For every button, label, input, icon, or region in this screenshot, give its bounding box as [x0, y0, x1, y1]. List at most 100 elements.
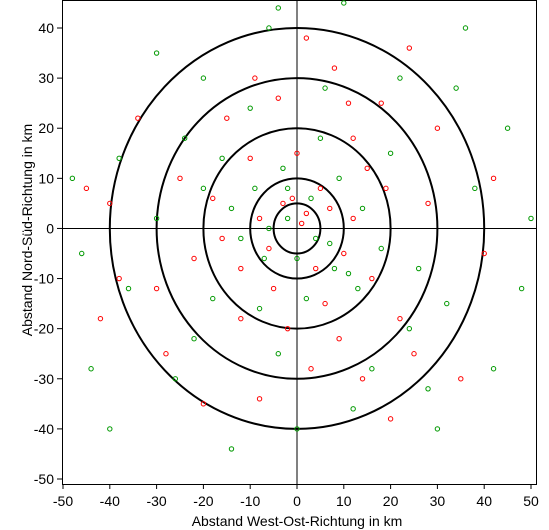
point-s0-45: [97, 315, 104, 322]
x-axis-title: Abstand West-Ost-Richtung in km: [192, 513, 403, 529]
point-s0-9: [284, 325, 291, 332]
point-s0-22: [266, 245, 272, 252]
y-tick-label: -10: [34, 271, 54, 287]
point-s0-14: [378, 100, 384, 106]
y-tick-label: -40: [34, 421, 54, 437]
point-s1-16: [125, 285, 132, 292]
point-s0-3: [256, 215, 263, 222]
point-s1-50: [294, 255, 300, 262]
point-s0-30: [83, 185, 90, 192]
x-tick-label: -30: [146, 493, 166, 509]
point-s0-2: [317, 185, 324, 192]
point-s1-7: [387, 150, 394, 156]
point-s1-56: [462, 25, 469, 31]
point-s0-20: [200, 401, 207, 407]
point-s1-39: [219, 155, 225, 161]
point-s1-52: [252, 185, 258, 192]
point-s1-28: [341, 0, 347, 6]
point-s0-1: [303, 210, 310, 217]
point-s1-23: [266, 25, 272, 31]
point-s1-2: [261, 255, 267, 262]
point-s1-58: [528, 215, 534, 222]
point-s1-17: [472, 185, 478, 192]
point-s1-11: [444, 300, 450, 307]
point-s1-3: [336, 175, 342, 182]
point-s1-34: [359, 205, 366, 212]
reference-lines: [63, 1, 536, 484]
x-tick-label: 20: [383, 493, 399, 509]
point-s0-16: [331, 65, 338, 71]
point-s0-8: [322, 300, 328, 307]
point-s1-51: [327, 240, 333, 247]
point-s1-27: [88, 366, 94, 372]
point-s0-42: [359, 376, 366, 382]
point-s1-40: [406, 325, 413, 332]
point-s1-6: [210, 295, 216, 302]
point-s0-52: [345, 100, 352, 106]
y-axis-ticks: -50 -40 -30 -20 -10 0 10 20 30 40: [34, 20, 63, 487]
plot-frame: [62, 0, 537, 485]
x-tick-label: -40: [100, 493, 120, 509]
point-s1-31: [280, 165, 286, 172]
point-s1-57: [275, 5, 281, 11]
point-s0-48: [327, 205, 333, 212]
point-s1-54: [490, 366, 497, 372]
point-s0-53: [252, 75, 258, 81]
x-tick-label: 50: [523, 493, 539, 509]
point-s1-47: [284, 215, 291, 222]
point-s1-49: [266, 225, 272, 232]
point-s0-47: [289, 195, 296, 202]
point-s1-22: [294, 426, 300, 432]
point-s1-37: [200, 185, 207, 192]
data-points: [69, 0, 534, 452]
point-s1-5: [355, 285, 361, 292]
point-s1-8: [181, 135, 188, 141]
point-s0-4: [341, 250, 347, 257]
x-tick-label: -50: [53, 493, 73, 509]
y-tick-label: 20: [38, 120, 54, 136]
point-s0-34: [369, 275, 375, 282]
point-s1-19: [397, 75, 403, 81]
point-s0-6: [364, 165, 370, 172]
point-s0-32: [350, 135, 356, 141]
point-s0-12: [425, 200, 431, 207]
point-s1-29: [228, 446, 235, 452]
point-s0-11: [177, 175, 183, 182]
point-s0-24: [350, 215, 356, 222]
point-s1-15: [369, 366, 375, 372]
point-s0-28: [411, 351, 417, 357]
point-s0-37: [135, 115, 141, 121]
point-s0-21: [387, 416, 394, 422]
point-s0-33: [275, 95, 281, 101]
point-s1-53: [345, 270, 352, 277]
point-s1-43: [116, 155, 122, 161]
point-s0-35: [191, 255, 197, 262]
point-s1-12: [247, 105, 253, 111]
point-s0-26: [294, 150, 300, 156]
point-s0-13: [153, 285, 160, 292]
point-s1-18: [200, 75, 207, 81]
point-s0-18: [107, 200, 113, 207]
point-s1-59: [107, 426, 113, 432]
y-tick-label: -20: [34, 321, 54, 337]
x-tick-label: 40: [476, 493, 492, 509]
point-s0-50: [383, 185, 389, 192]
point-s1-33: [238, 235, 244, 242]
point-s0-36: [434, 125, 441, 131]
point-s1-26: [518, 285, 525, 292]
point-s0-38: [303, 35, 310, 41]
point-s1-13: [322, 85, 328, 91]
point-s1-30: [331, 265, 338, 272]
point-s1-38: [303, 295, 310, 302]
x-tick-label: 0: [293, 493, 301, 509]
point-s0-44: [481, 250, 487, 257]
point-s1-0: [284, 185, 291, 192]
point-s1-41: [191, 335, 197, 342]
point-s1-24: [504, 125, 511, 131]
point-s0-43: [256, 396, 263, 402]
x-tick-label: 10: [336, 493, 352, 509]
point-s0-39: [406, 45, 413, 51]
point-s1-32: [317, 135, 324, 141]
point-s1-14: [275, 351, 281, 357]
